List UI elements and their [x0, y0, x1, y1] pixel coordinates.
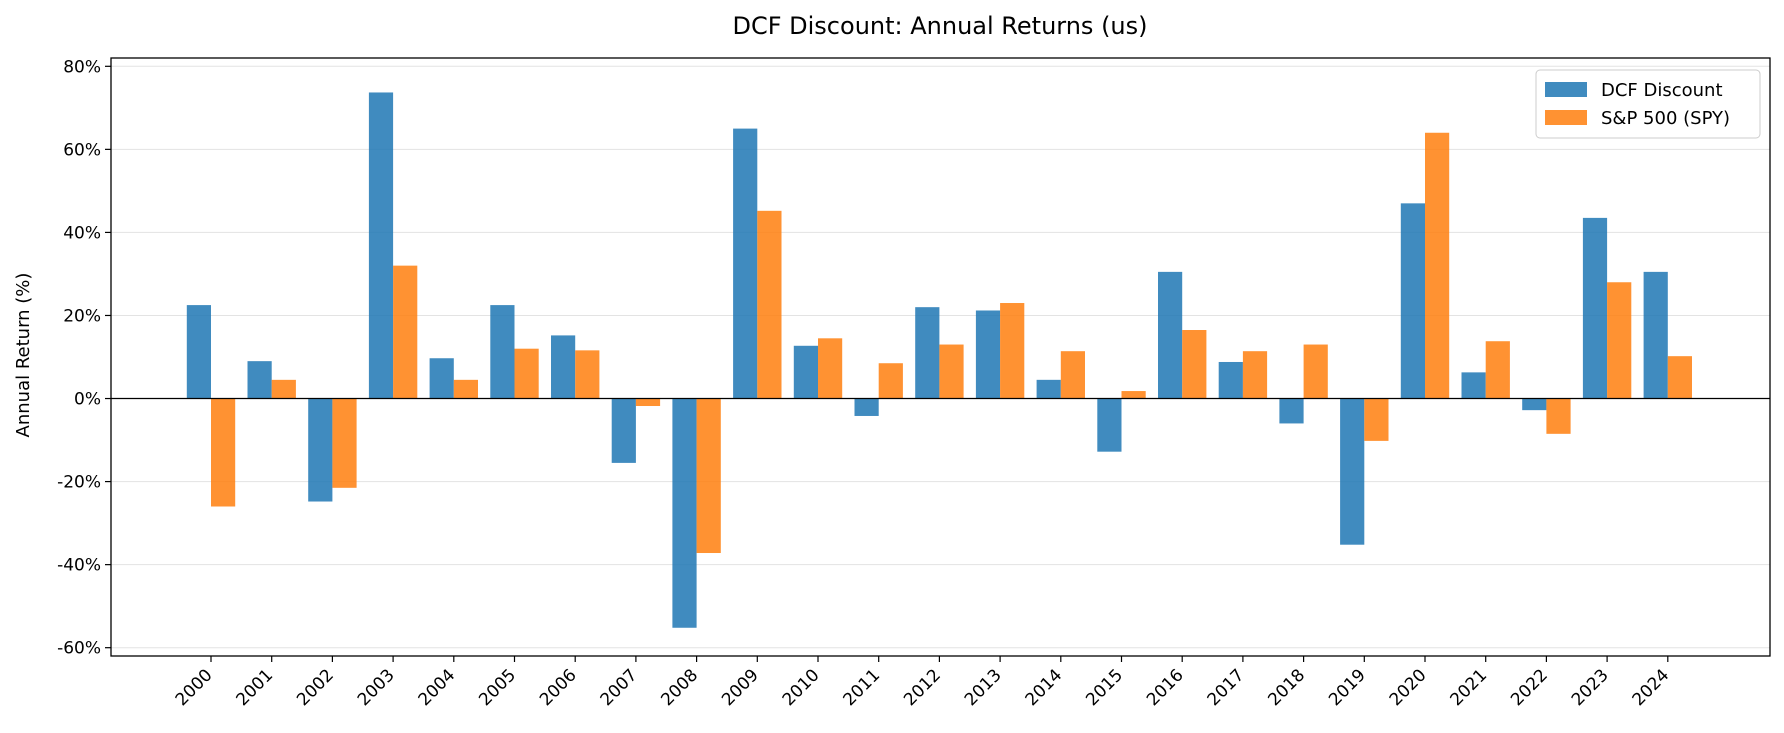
bar-dcf-discount-2012 — [915, 307, 940, 399]
plot-frame — [110, 57, 1771, 657]
y-tick-label: 40% — [63, 223, 101, 243]
y-axis-label: Annual Return (%) — [13, 273, 34, 438]
y-tick-label: 80% — [63, 57, 101, 77]
bar-sp500-2007 — [635, 398, 661, 407]
bar-sp500-2010 — [818, 338, 843, 399]
bar-dcf-discount-2007 — [611, 398, 636, 463]
legend-label: DCF Discount — [1601, 80, 1723, 101]
y-tick-label: 0% — [74, 390, 101, 410]
bar-dcf-discount-2006 — [551, 335, 576, 399]
y-tick-label: -40% — [57, 556, 101, 576]
bar-dcf-discount-2009 — [733, 128, 758, 399]
chart-title: DCF Discount: Annual Returns (us) — [732, 12, 1147, 40]
bar-dcf-discount-2023 — [1582, 217, 1608, 399]
bar-dcf-discount-2002 — [308, 398, 333, 502]
bar-dcf-discount-2016 — [1158, 271, 1183, 399]
legend-label: S&P 500 (SPY) — [1601, 108, 1730, 129]
bar-sp500-2000 — [211, 398, 236, 507]
bar-dcf-discount-2000 — [186, 305, 211, 399]
bar-sp500-2023 — [1607, 282, 1632, 399]
bar-sp500-2012 — [939, 344, 964, 399]
legend-box — [1535, 69, 1761, 139]
bar-sp500-2014 — [1060, 351, 1085, 399]
bar-dcf-discount-2017 — [1218, 361, 1243, 399]
bars — [186, 92, 1692, 628]
bar-dcf-discount-2020 — [1400, 203, 1425, 399]
bar-sp500-2024 — [1667, 356, 1692, 399]
bar-sp500-2004 — [453, 379, 478, 399]
y-tick-label: -20% — [57, 473, 101, 493]
y-tick-label: -60% — [57, 639, 101, 659]
bar-dcf-discount-2001 — [247, 361, 272, 399]
legend: DCF Discount S&P 500 (SPY) — [1535, 69, 1761, 139]
bar-sp500-2008 — [696, 398, 721, 554]
bar-sp500-2002 — [332, 398, 357, 488]
bar-dcf-discount-2010 — [793, 345, 818, 399]
y-axis: -60% -40% -20% 0% 20% 40% 60% 80% — [57, 57, 111, 659]
y-tick-label: 20% — [63, 306, 101, 326]
bar-dcf-discount-2018 — [1279, 398, 1304, 424]
bar-sp500-2019 — [1364, 398, 1389, 441]
bar-dcf-discount-2015 — [1097, 398, 1122, 452]
bar-dcf-discount-2004 — [429, 358, 454, 399]
y-tick-label: 60% — [63, 140, 101, 160]
bar-sp500-2016 — [1182, 330, 1207, 399]
bar-sp500-2011 — [878, 363, 903, 399]
bar-sp500-2017 — [1242, 351, 1268, 399]
bar-dcf-discount-2008 — [672, 398, 697, 628]
bar-sp500-2006 — [575, 350, 600, 399]
bar-sp500-2001 — [271, 379, 296, 399]
bar-dcf-discount-2024 — [1643, 271, 1668, 399]
legend-swatch — [1545, 110, 1587, 125]
bar-sp500-2005 — [514, 348, 539, 399]
bar-sp500-2022 — [1546, 398, 1571, 434]
bar-dcf-discount-2003 — [368, 92, 394, 399]
bar-sp500-2018 — [1303, 344, 1328, 399]
bar-sp500-2003 — [393, 265, 418, 399]
bar-dcf-discount-2021 — [1461, 372, 1486, 399]
bar-sp500-2013 — [1000, 303, 1025, 399]
bar-sp500-2015 — [1121, 391, 1146, 399]
bar-sp500-2021 — [1485, 341, 1510, 399]
bar-dcf-discount-2014 — [1036, 379, 1061, 399]
bar-dcf-discount-2022 — [1522, 398, 1547, 411]
bar-dcf-discount-2019 — [1340, 398, 1365, 545]
bar-dcf-discount-2011 — [854, 398, 879, 416]
bar-dcf-discount-2005 — [490, 305, 515, 399]
bar-sp500-2009 — [757, 210, 782, 399]
bar-sp500-2020 — [1425, 132, 1450, 399]
legend-swatch — [1545, 82, 1587, 97]
bar-dcf-discount-2013 — [975, 310, 1001, 399]
